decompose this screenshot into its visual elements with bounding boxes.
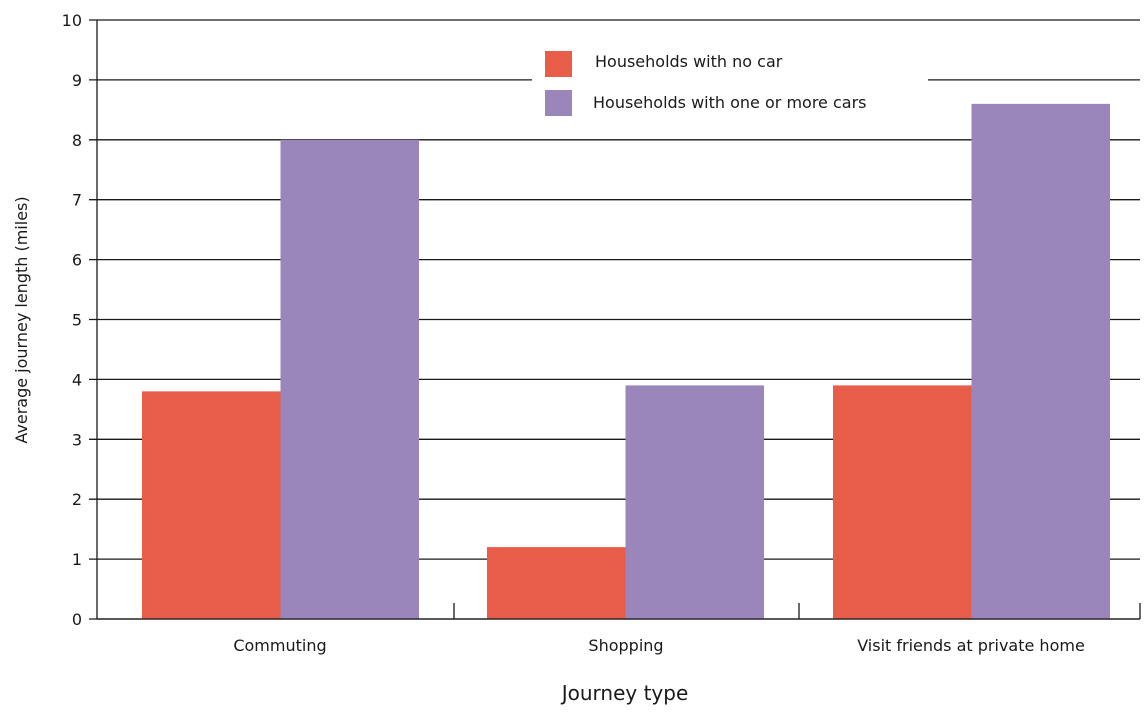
legend-swatch-no-car [545, 51, 572, 77]
bar-visit-friends-at-private-home-series-1 [971, 103, 1110, 620]
bar-shopping-series-1 [625, 385, 764, 619]
y-axis-title: Average journey length (miles) [12, 196, 31, 443]
legend-label-one-or-more-cars: Households with one or more cars [593, 93, 866, 112]
y-tick-label-4: 4 [72, 370, 82, 389]
y-tick-label-0: 0 [72, 610, 82, 629]
x-category-labels: Commuting Shopping Visit friends at privat… [233, 636, 1084, 655]
y-tick-label-1: 1 [72, 550, 82, 569]
y-tick-label-6: 6 [72, 251, 82, 270]
bar-shopping-series-0 [487, 547, 626, 619]
x-axis-title: Journey type [560, 681, 689, 705]
y-tick-label-3: 3 [72, 430, 82, 449]
bars [142, 103, 1110, 620]
y-tick-label-9: 9 [72, 71, 82, 90]
x-category-label-commuting: Commuting [233, 636, 326, 655]
legend-swatch-one-or-more-cars [545, 90, 572, 116]
x-category-label-visit-friends-at-private-home: Visit friends at private home [857, 636, 1085, 655]
bar-commuting-series-0 [142, 391, 281, 619]
legend: Households with no car Households with o… [532, 45, 928, 125]
legend-background [532, 45, 928, 125]
legend-label-no-car: Households with no car [595, 52, 783, 71]
y-tick-label-5: 5 [72, 311, 82, 330]
bar-visit-friends-at-private-home-series-0 [833, 385, 972, 619]
bar-commuting-series-1 [280, 139, 419, 620]
axes [96, 20, 1141, 620]
y-tick-label-8: 8 [72, 131, 82, 150]
y-tick-label-7: 7 [72, 191, 82, 210]
y-tick-label-10: 10 [62, 11, 82, 30]
y-tick-label-2: 2 [72, 490, 82, 509]
x-category-label-shopping: Shopping [588, 636, 663, 655]
y-tick-labels: 0 1 2 3 4 5 6 7 8 9 10 [62, 11, 82, 629]
